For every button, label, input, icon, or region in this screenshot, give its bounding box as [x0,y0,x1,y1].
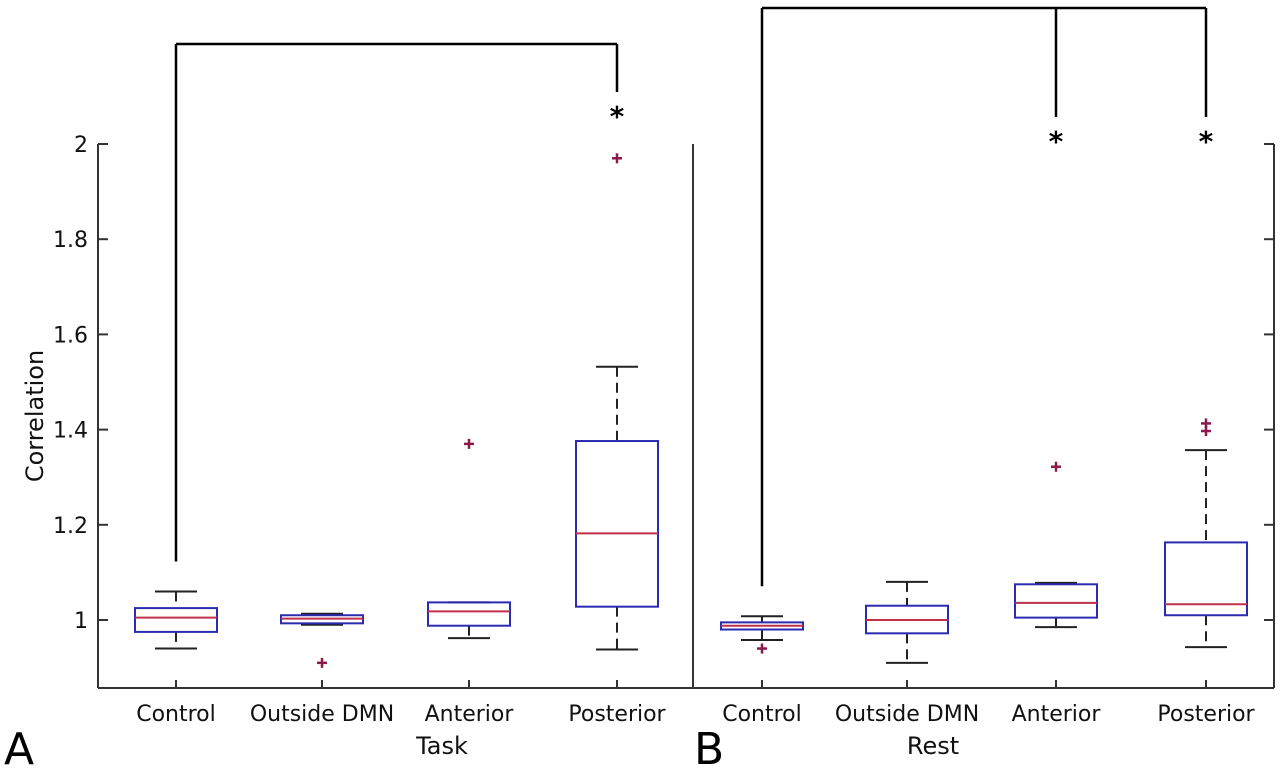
x-axis-label-rest: Rest [907,732,959,760]
x-tick-label: Posterior [568,702,666,727]
significance-star: * [610,100,625,133]
panel-letter-a: A [4,724,34,771]
x-tick-label: Outside DMN [250,702,394,727]
y-tick-label: 1.8 [53,228,88,253]
y-tick-label: 1.2 [53,514,88,539]
box-iqr [1164,541,1248,617]
box-iqr [427,601,511,627]
box-iqr [134,607,218,633]
y-tick-label: 1.4 [53,419,88,444]
y-tick-label: 2 [74,133,88,158]
box-iqr [1014,583,1098,619]
significance-star: * [1199,125,1214,158]
x-tick-label: Control [722,702,802,727]
x-tick-label: Anterior [1012,702,1102,727]
x-tick-label: Posterior [1157,702,1255,727]
y-tick-label: 1 [74,609,88,634]
box-iqr [575,440,659,608]
x-axis-label-task: Task [415,732,468,760]
panel-letter-b: B [694,724,724,771]
x-tick-label: Anterior [425,702,515,727]
significance-star: * [1049,125,1064,158]
y-tick-label: 1.6 [53,323,88,348]
x-tick-label: Control [136,702,216,727]
y-axis-label: Correlation [21,350,49,482]
x-tick-label: Outside DMN [835,702,979,727]
